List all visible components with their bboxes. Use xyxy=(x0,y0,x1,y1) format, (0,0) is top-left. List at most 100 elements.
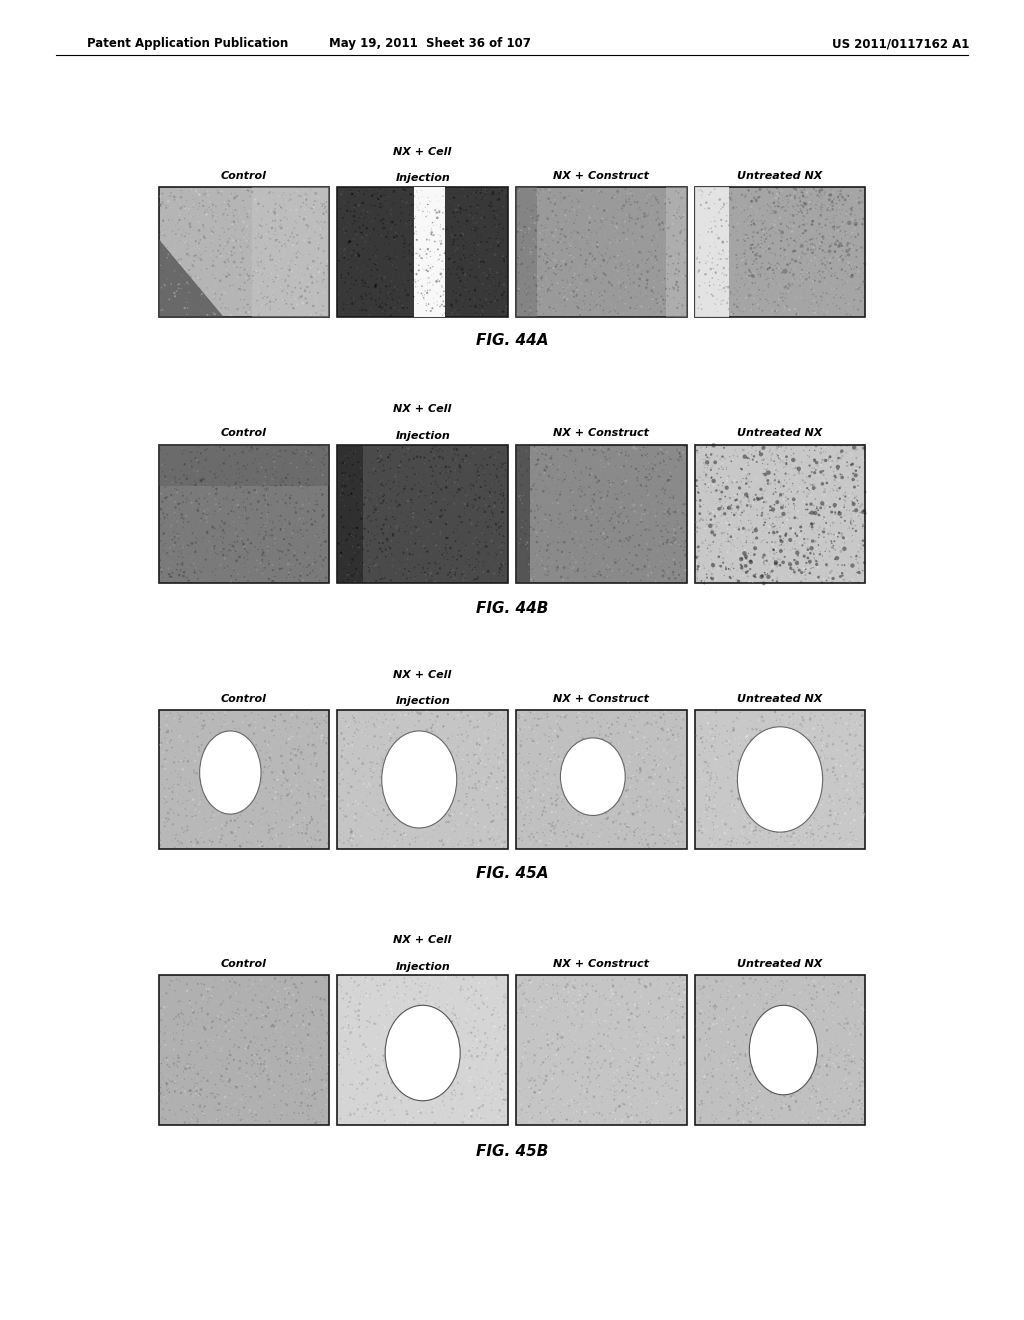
Point xyxy=(785,437,802,458)
Point xyxy=(225,511,242,532)
Point xyxy=(423,473,439,494)
Point xyxy=(253,249,269,271)
Point xyxy=(750,285,766,306)
Point xyxy=(534,277,550,298)
Point xyxy=(853,829,869,850)
Point xyxy=(464,1011,480,1032)
Point xyxy=(285,1036,301,1057)
Point xyxy=(640,993,656,1014)
Point xyxy=(155,738,171,759)
Point xyxy=(282,255,298,276)
Point xyxy=(855,1069,871,1090)
Point xyxy=(644,453,660,474)
Point xyxy=(552,304,568,325)
Point xyxy=(588,701,604,722)
Point xyxy=(499,751,515,772)
Point xyxy=(373,561,389,582)
Point xyxy=(266,987,283,1008)
Point xyxy=(444,265,461,286)
Point xyxy=(668,804,684,825)
Point xyxy=(231,279,248,300)
Point xyxy=(845,491,861,512)
Point xyxy=(264,758,281,779)
Point xyxy=(777,465,794,486)
Point xyxy=(605,975,622,997)
Point xyxy=(410,457,426,478)
Point xyxy=(696,249,713,271)
Point xyxy=(722,830,738,851)
Point xyxy=(603,1005,620,1026)
Point xyxy=(419,1044,435,1065)
Point xyxy=(579,973,595,994)
Point xyxy=(645,440,662,461)
Point xyxy=(402,979,419,1001)
Point xyxy=(676,264,692,285)
Point xyxy=(852,455,868,477)
Point xyxy=(717,1027,733,1048)
Point xyxy=(538,820,554,841)
Point xyxy=(794,1086,810,1107)
Point xyxy=(772,1088,788,1109)
Point xyxy=(519,532,536,553)
Point xyxy=(426,437,442,458)
Point xyxy=(715,232,731,253)
Point xyxy=(496,734,512,755)
Point xyxy=(781,560,798,581)
Point xyxy=(638,238,654,259)
Point xyxy=(372,713,388,734)
Point xyxy=(779,812,796,833)
Point xyxy=(586,1096,602,1117)
Point xyxy=(792,1022,808,1043)
Point xyxy=(490,235,507,256)
Point xyxy=(770,750,786,771)
Point xyxy=(676,536,692,557)
Point xyxy=(795,710,811,731)
Point xyxy=(223,1098,240,1119)
Point xyxy=(212,243,228,264)
Point xyxy=(824,832,841,853)
Point xyxy=(820,483,837,504)
Point xyxy=(586,446,602,467)
Point xyxy=(764,532,780,553)
Point xyxy=(221,446,238,467)
Point xyxy=(577,484,593,506)
Point xyxy=(370,731,386,752)
Point xyxy=(565,1036,582,1057)
Point xyxy=(411,1073,427,1094)
Point xyxy=(400,244,417,265)
Point xyxy=(848,500,864,521)
Point xyxy=(377,1098,393,1119)
Point xyxy=(572,1093,589,1114)
Point xyxy=(530,783,547,804)
Point xyxy=(730,1051,746,1072)
Point xyxy=(394,775,411,796)
Point xyxy=(156,742,172,763)
Point xyxy=(809,1035,825,1056)
Point xyxy=(459,228,475,249)
Point xyxy=(289,979,305,1001)
Point xyxy=(615,512,632,533)
Point xyxy=(400,562,417,583)
Point xyxy=(563,490,580,511)
Point xyxy=(345,979,361,1001)
Point xyxy=(196,974,212,995)
Point xyxy=(632,1005,648,1026)
Point xyxy=(542,447,558,469)
Point xyxy=(724,1065,740,1086)
Point xyxy=(354,300,371,321)
Point xyxy=(456,739,472,760)
Point xyxy=(404,1111,421,1133)
Point xyxy=(754,706,770,727)
Point xyxy=(813,180,829,201)
Point xyxy=(664,228,680,249)
Point xyxy=(833,1074,849,1096)
Point xyxy=(822,264,839,285)
Point xyxy=(736,224,753,246)
Point xyxy=(370,449,386,470)
Point xyxy=(389,199,406,220)
Point xyxy=(466,232,482,253)
Point xyxy=(372,457,388,478)
Point xyxy=(386,989,402,1010)
Point xyxy=(456,566,472,587)
Point xyxy=(764,536,780,557)
